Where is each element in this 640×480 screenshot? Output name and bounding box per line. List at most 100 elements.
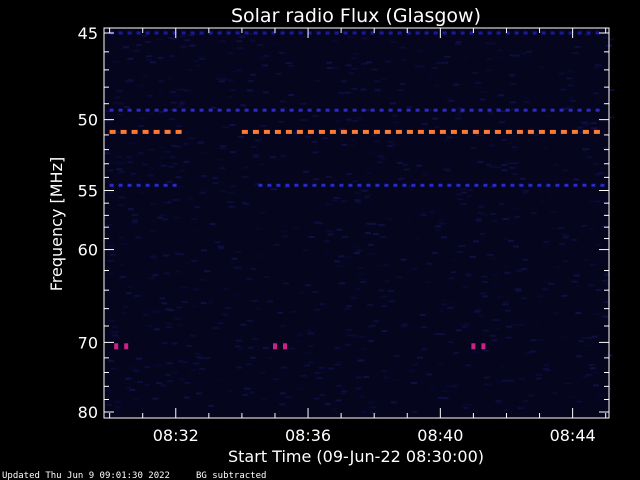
noise-dot xyxy=(588,364,595,366)
noise-dot xyxy=(141,34,148,37)
band-segment xyxy=(190,31,195,35)
band-segment xyxy=(384,183,389,187)
noise-dot xyxy=(370,223,377,225)
noise-dot xyxy=(475,219,482,222)
noise-dot xyxy=(200,175,207,178)
noise-dot xyxy=(581,224,588,227)
noise-dot xyxy=(226,389,233,392)
band-segment xyxy=(549,129,556,134)
noise-dot xyxy=(422,122,428,125)
noise-dot xyxy=(199,367,206,370)
noise-dot xyxy=(426,262,433,265)
noise-dot xyxy=(194,206,201,209)
noise-dot xyxy=(491,219,498,222)
noise-dot xyxy=(416,164,423,167)
noise-dot xyxy=(191,259,198,262)
noise-dot xyxy=(168,55,175,58)
noise-dot xyxy=(304,351,311,354)
noise-dot xyxy=(381,304,388,307)
emission-bands xyxy=(109,31,605,187)
noise-dot xyxy=(253,110,260,113)
noise-dot xyxy=(498,202,505,205)
noise-dot xyxy=(455,41,462,44)
x-axis-label: Start Time (09-Jun-22 08:30:00) xyxy=(228,447,484,466)
noise-dot xyxy=(399,83,406,85)
noise-dot xyxy=(603,273,610,276)
noise-dot xyxy=(359,335,366,338)
noise-dot xyxy=(540,200,547,203)
noise-dot xyxy=(515,288,521,291)
noise-dot xyxy=(288,94,295,96)
noise-dot xyxy=(154,328,160,331)
noise-dot xyxy=(574,45,581,48)
band-segment xyxy=(153,129,160,134)
band-segment xyxy=(352,31,357,35)
noise-dot xyxy=(361,62,368,65)
noise-dot xyxy=(307,345,314,348)
noise-dot xyxy=(279,392,286,395)
noise-dot xyxy=(275,72,282,75)
noise-dot xyxy=(480,91,487,94)
band-segment xyxy=(217,31,222,35)
noise-dot xyxy=(195,352,202,355)
noise-dot xyxy=(489,186,496,188)
band-segment xyxy=(461,129,468,134)
noise-dot xyxy=(521,297,528,300)
noise-dot xyxy=(111,333,118,335)
noise-dot xyxy=(285,395,292,398)
noise-dot xyxy=(332,66,339,69)
noise-dot xyxy=(431,252,438,254)
burst-spot xyxy=(481,343,486,350)
band-segment xyxy=(538,129,545,134)
noise-dot xyxy=(104,217,111,220)
noise-dot xyxy=(123,106,130,108)
noise-dot xyxy=(311,140,318,143)
noise-dot xyxy=(197,54,204,57)
band-segment xyxy=(226,108,231,112)
noise-dot xyxy=(319,303,326,306)
noise-dot xyxy=(138,84,145,87)
noise-dot xyxy=(118,263,125,266)
noise-dot xyxy=(576,355,583,358)
noise-dot xyxy=(127,161,134,164)
noise-dot xyxy=(253,156,260,159)
noise-dot xyxy=(390,401,397,404)
noise-dot xyxy=(593,356,600,359)
noise-dot xyxy=(323,252,330,255)
noise-dot xyxy=(190,369,197,371)
burst-spot xyxy=(283,343,287,350)
x-tick-label: 08:44 xyxy=(550,426,596,445)
noise-dot xyxy=(470,146,477,149)
band-segment xyxy=(442,108,447,112)
noise-dot xyxy=(191,305,198,308)
noise-dot xyxy=(443,168,450,171)
noise-dot xyxy=(151,256,158,259)
noise-dot xyxy=(509,74,515,77)
noise-dot xyxy=(192,288,199,291)
y-tick-label: 70 xyxy=(78,333,98,352)
band-segment xyxy=(460,108,465,112)
noise-dot xyxy=(132,369,139,372)
band-segment xyxy=(334,31,339,35)
band-segment xyxy=(460,31,465,35)
band-segment xyxy=(343,31,348,35)
noise-dot xyxy=(361,411,368,414)
band-segment xyxy=(127,183,132,187)
noise-dot xyxy=(193,59,200,62)
noise-dot xyxy=(125,377,132,380)
noise-dot xyxy=(183,160,190,163)
noise-dot xyxy=(503,264,510,267)
band-segment xyxy=(235,108,240,112)
noise-dot xyxy=(217,245,224,248)
noise-dot xyxy=(363,196,370,199)
band-segment xyxy=(397,108,402,112)
noise-dot xyxy=(542,368,549,370)
noise-dot xyxy=(448,277,455,280)
band-segment xyxy=(379,31,384,35)
y-tick-label: 80 xyxy=(78,403,98,422)
noise-dot xyxy=(260,125,266,127)
noise-dot xyxy=(179,185,185,188)
noise-dot xyxy=(219,80,226,83)
noise-dot xyxy=(271,188,278,191)
noise-dot xyxy=(512,207,519,210)
